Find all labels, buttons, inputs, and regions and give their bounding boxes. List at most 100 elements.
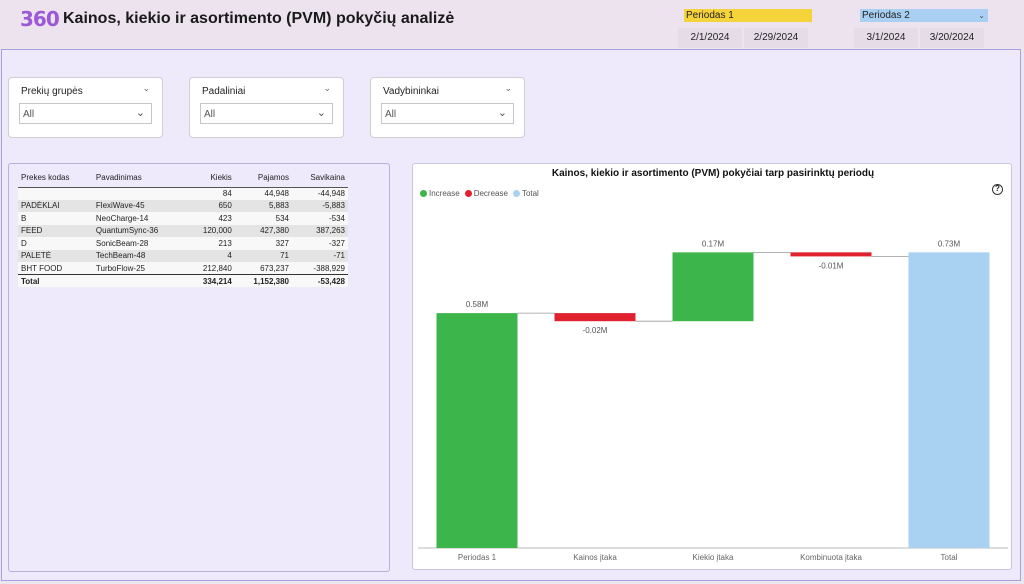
legend-label: Increase [429,189,460,198]
waterfall-bar[interactable] [672,252,754,322]
table-cell: 650 [186,199,235,212]
column-header[interactable]: Prekes kodas [18,169,93,188]
legend-dot-icon [464,190,472,197]
chevron-down-icon[interactable]: ⌄ [504,83,512,93]
table-row: PADĖKLAI FlexiWave-45 650 5,883 -5,883 [18,199,348,212]
slicer-title: Prekių grupės [21,86,83,97]
data-table-panel: Prekes kodas Pavadinimas Kiekis Pajamos … [8,163,390,572]
legend-item-increase[interactable]: Increase [420,189,460,198]
period2-end-date[interactable]: 3/20/2024 [920,28,984,48]
period2-start-date[interactable]: 3/1/2024 [854,28,918,48]
chart-title: Kainos, kiekio ir asortimento (PVM) poky… [551,168,875,179]
chevron-down-icon[interactable]: ⌄ [135,107,145,119]
chevron-down-icon[interactable]: ⌄ [978,11,985,20]
waterfall-bar[interactable] [436,313,518,548]
table-row: B NeoCharge-14 423 534 -534 [18,212,348,225]
table-cell: -53,428 [292,274,348,287]
table-cell: PADĖKLAI [18,199,93,212]
data-table: Prekes kodas Pavadinimas Kiekis Pajamos … [18,169,348,287]
chevron-down-icon[interactable]: ⌄ [316,107,326,119]
legend-item-total[interactable]: Total [512,189,539,198]
slicer-prekiu-grupes: Prekių grupės ⌄ All ⌄ [8,77,163,138]
table-cell: 120,000 [186,224,235,237]
table-cell: -44,948 [292,187,348,200]
table-cell: 427,380 [234,224,292,237]
table-cell: 44,948 [234,187,292,200]
table-cell [18,187,93,200]
slicer-dropdown[interactable]: All ⌄ [381,103,514,124]
table-cell: 4 [186,249,235,262]
table-cell: 212,840 [186,262,235,275]
chevron-down-icon[interactable]: ⌄ [323,83,331,93]
column-header[interactable]: Savikaina [292,169,348,188]
table-cell [92,187,187,200]
period1-label: Periodas 1 [684,9,812,22]
table-cell: D [18,237,93,250]
period2-label: Periodas 2 [862,10,910,21]
table-cell: 84 [186,187,235,200]
table-cell: FlexiWave-45 [92,199,187,212]
x-tick-label: Kiekio įtaka [693,553,734,562]
table-cell [92,274,187,287]
x-tick-label: Periodas 1 [458,553,497,562]
period2-selector[interactable]: Periodas 2 ⌄ [860,9,988,22]
legend-label: Decrease [473,189,508,198]
table-cell: QuantumSync-36 [92,224,187,237]
period1-end-date[interactable]: 2/29/2024 [744,28,808,48]
chart-legend: Increase Decrease Total [420,189,539,198]
table-row: PALETĖ TechBeam-48 4 71 -71 [18,249,348,262]
chevron-down-icon[interactable]: ⌄ [497,107,507,119]
x-tick-label: Kainos įtaka [573,553,617,562]
x-tick-label: Kombinuota įtaka [800,553,862,562]
header-bar: 360 Kainos, kiekio ir asortimento (PVM) … [0,0,1024,48]
slicer-padaliniai: Padaliniai ⌄ All ⌄ [189,77,344,138]
slicer-title: Padaliniai [202,86,246,97]
legend-label: Total [521,189,539,198]
legend-dot-icon [512,190,520,197]
table-header-row: Prekes kodas Pavadinimas Kiekis Pajamos … [18,169,348,188]
waterfall-chart: 0.58M Periodas 1 -0.02M Kainos įtaka 0.17M Ki… [418,239,1008,562]
table-row: FEED QuantumSync-36 120,000 427,380 387,… [18,224,348,237]
table-cell: FEED [18,224,93,237]
waterfall-bar[interactable] [790,252,872,257]
period1-start-date[interactable]: 2/1/2024 [678,28,742,48]
table-row: D SonicBeam-28 213 327 -327 [18,237,348,250]
table-cell: 387,263 [292,224,348,237]
table-cell: 1,152,380 [234,274,292,287]
table-row: 84 44,948 -44,948 [18,187,348,200]
table-cell: -327 [292,237,348,250]
table-cell: -71 [292,249,348,262]
column-header[interactable]: Pavadinimas [92,169,187,188]
column-header[interactable]: Pajamos [234,169,292,188]
slicer-dropdown[interactable]: All ⌄ [19,103,152,124]
table-cell: 534 [234,212,292,225]
table-cell: 673,237 [234,262,292,275]
data-label: -0.02M [583,326,608,335]
chevron-down-icon[interactable]: ⌄ [142,83,150,93]
slicer-value: All [23,109,35,120]
table-cell: 71 [234,249,292,262]
table-total-row: Total 334,214 1,152,380 -53,428 [18,274,348,287]
logo: 360 [20,7,60,31]
slicer-value: All [204,109,216,120]
help-icon[interactable]: ? [992,184,1003,195]
legend-dot-icon [420,190,427,197]
table-cell: 334,214 [186,274,235,287]
table-cell: 327 [234,237,292,250]
table-cell: SonicBeam-28 [92,237,187,250]
table-cell: 213 [186,237,235,250]
table-cell: -5,883 [292,199,348,212]
data-label: 0.17M [702,239,725,248]
table-cell: BHT FOOD [18,262,93,275]
column-header[interactable]: Kiekis [186,169,235,188]
waterfall-bar[interactable] [554,313,636,322]
table-cell: -534 [292,212,348,225]
waterfall-bar[interactable] [908,252,990,548]
table-cell: TurboFlow-25 [92,262,187,275]
table-cell: B [18,212,93,225]
legend-item-decrease[interactable]: Decrease [464,189,508,198]
slicer-vadybininkai: Vadybininkai ⌄ All ⌄ [370,77,525,138]
page-title: Kainos, kiekio ir asortimento (PVM) poky… [63,10,455,27]
waterfall-chart-panel: Kainos, kiekio ir asortimento (PVM) poky… [412,163,1012,570]
slicer-dropdown[interactable]: All ⌄ [200,103,333,124]
